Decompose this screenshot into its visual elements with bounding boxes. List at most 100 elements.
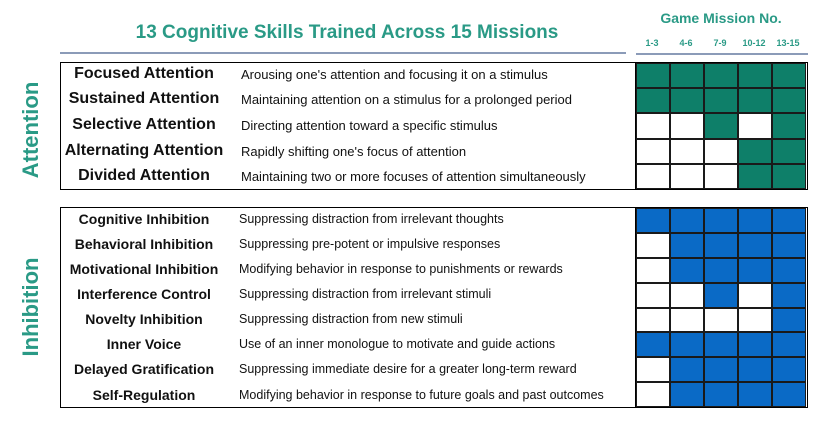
title-underline [60,52,626,54]
mission-cell-untrained [636,382,670,407]
mission-cell-trained [704,113,738,139]
mission-cell-untrained [704,163,738,189]
mission-column-label: 7-9 [713,38,727,48]
mission-cell-untrained [738,113,772,139]
mission-cell-untrained [636,282,670,308]
mission-header-underline [636,53,808,55]
mission-column-label: 4-6 [679,38,693,48]
mission-cell-trained [738,257,772,283]
mission-cell-trained [772,88,806,114]
mission-cell-trained [636,332,670,358]
skill-description: Modifying behavior in response to future… [239,387,604,402]
mission-cell-trained [670,257,704,283]
mission-cell-untrained [670,282,704,308]
mission-cell-trained [704,63,738,89]
mission-cell-trained [704,208,738,233]
mission-cell-trained [670,357,704,383]
skill-name: Interference Control [77,286,211,303]
skill-description: Suppressing distraction from new stimuli [239,312,463,327]
skill-description: Rapidly shifting one's focus of attentio… [241,143,467,159]
skill-name: Motivational Inhibition [69,261,219,278]
skill-description: Suppressing distraction from irrelevant … [239,211,504,226]
mission-cell-untrained [636,113,670,139]
skill-name: Inner Voice [106,336,182,353]
mission-cell-trained [772,208,806,233]
mission-cell-untrained [636,357,670,383]
skill-name: Delayed Gratification [73,361,215,378]
mission-cell-trained [670,382,704,407]
mission-cell-trained [738,88,772,114]
skill-description: Suppressing immediate desire for a great… [239,362,577,377]
skill-description: Modifying behavior in response to punish… [239,262,563,276]
mission-cell-trained [738,163,772,189]
mission-cell-trained [738,232,772,258]
skill-name: Focused Attention [74,64,214,82]
skill-name: Selective Attention [72,116,216,134]
mission-cell-trained [704,257,738,283]
mission-cell-trained [772,138,806,164]
mission-cell-trained [772,307,806,333]
mission-cell-trained [670,63,704,89]
skill-name: Behavioral Inhibition [74,235,214,252]
attention-mission-grid [635,62,808,190]
mission-cell-trained [772,63,806,89]
skill-name: Self-Regulation [92,386,196,403]
mission-cell-trained [670,88,704,114]
mission-cell-untrained [636,232,670,258]
mission-cell-untrained [636,138,670,164]
mission-cell-untrained [636,257,670,283]
mission-cell-trained [704,88,738,114]
mission-cell-trained [738,138,772,164]
section-label-attention: Attention [18,81,43,179]
mission-cell-trained [772,282,806,308]
mission-cell-trained [738,382,772,407]
mission-cell-untrained [670,307,704,333]
mission-column-label: 1-3 [645,38,659,48]
mission-cell-trained [704,232,738,258]
mission-cell-trained [670,232,704,258]
skill-name: Divided Attention [78,167,210,185]
mission-cell-trained [772,382,806,407]
inhibition-mission-grid [635,207,808,408]
diagram-title: 13 Cognitive Skills Trained Across 15 Mi… [135,22,559,43]
skill-description: Directing attention toward a specific st… [241,117,498,133]
mission-column-label: 13-15 [776,38,800,48]
mission-cell-untrained [738,282,772,308]
mission-cell-untrained [636,307,670,333]
mission-cell-trained [636,208,670,233]
mission-cell-trained [772,257,806,283]
skill-description: Maintaining attention on a stimulus for … [241,92,572,108]
mission-cell-trained [772,357,806,383]
mission-cell-trained [738,332,772,358]
skill-description: Suppressing pre-potent or impulsive resp… [239,236,501,251]
mission-cell-untrained [738,307,772,333]
mission-column-label: 10-12 [742,38,766,48]
mission-cell-trained [772,113,806,139]
skill-name: Alternating Attention [64,141,224,159]
section-label-inhibition: Inhibition [18,257,43,357]
mission-cell-trained [670,208,704,233]
mission-cell-trained [704,357,738,383]
mission-cell-trained [704,332,738,358]
mission-cell-trained [738,208,772,233]
mission-cell-untrained [670,163,704,189]
skill-description: Suppressing distraction from irrelevant … [239,287,492,302]
mission-cell-trained [704,382,738,407]
mission-cell-trained [738,357,772,383]
mission-cell-untrained [670,113,704,139]
mission-cell-trained [772,163,806,189]
mission-cell-trained [738,63,772,89]
mission-cell-trained [772,332,806,358]
skill-name: Novelty Inhibition [85,311,203,328]
mission-cell-trained [772,232,806,258]
skill-name: Sustained Attention [68,90,220,108]
mission-cell-untrained [704,307,738,333]
mission-cell-trained [636,88,670,114]
skill-description: Maintaining two or more focuses of atten… [241,169,586,185]
mission-cell-untrained [704,138,738,164]
mission-cell-trained [636,63,670,89]
mission-cell-untrained [636,163,670,189]
game-mission-header: Game Mission No. [660,10,782,26]
mission-cell-trained [670,332,704,358]
skill-description: Use of an inner monologue to motivate an… [239,337,556,352]
